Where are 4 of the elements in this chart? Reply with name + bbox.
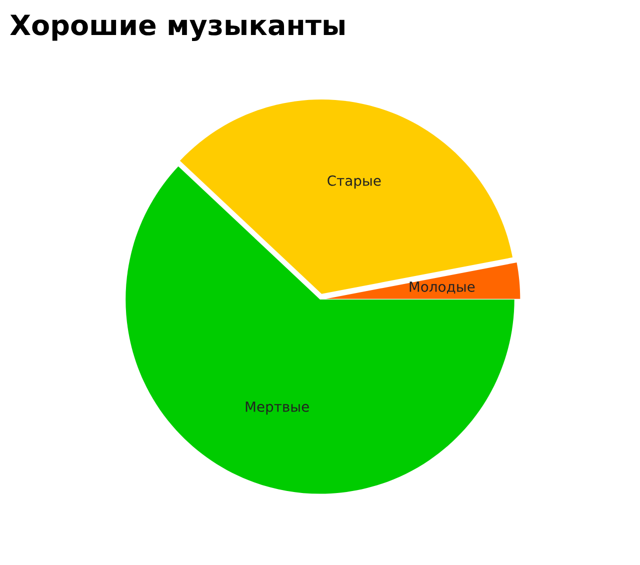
chart-title: Хорошие музыканты — [10, 14, 344, 42]
slice-label: Старые — [328, 175, 381, 189]
slice-label: Мертвые — [246, 402, 309, 415]
slice-label: Молодые — [410, 282, 475, 294]
